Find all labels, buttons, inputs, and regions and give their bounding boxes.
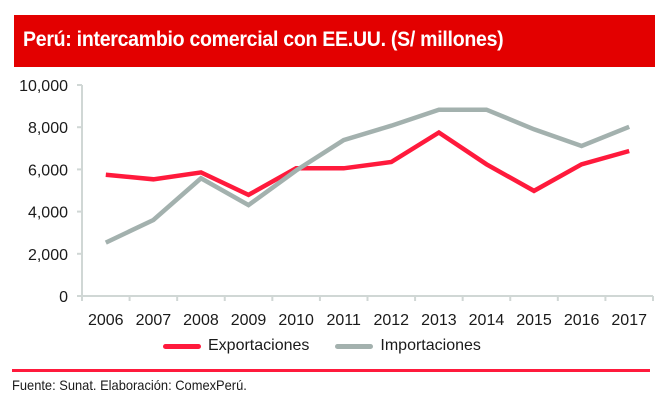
source-note: Fuente: Sunat. Elaboración: ComexPerú. [12,377,247,393]
x-tick-label: 2014 [469,312,505,329]
chart-title: Perú: intercambio comercial con EE.UU. (… [23,28,504,51]
legend-item-importaciones: Importaciones [335,337,481,355]
x-tick-label: 2007 [136,312,172,329]
x-tick-label: 2010 [278,312,314,329]
legend-item-exportaciones: Exportaciones [163,337,309,355]
y-tick-label: 2,000 [28,247,68,264]
x-tick-label: 2013 [421,312,457,329]
legend-label-exportaciones: Exportaciones [208,337,310,354]
x-tick-label: 2009 [231,312,267,329]
series-line-exportaciones [105,129,630,198]
x-tick-label: 2012 [373,312,409,329]
x-tick-label: 2006 [88,312,124,329]
legend-label-importaciones: Importaciones [380,337,481,354]
y-tick-label: 10,000 [19,78,68,95]
title-banner: Perú: intercambio comercial con EE.UU. (… [14,15,655,67]
y-tick-label: 0 [59,289,68,306]
footer-rule [12,369,650,372]
x-tick-label: 2008 [183,312,219,329]
y-tick-label: 8,000 [28,120,68,137]
x-tick-label: 2015 [516,312,552,329]
chart-legend: Exportaciones Importaciones [163,337,507,355]
x-tick-label: 2016 [564,312,600,329]
series-line-importaciones [104,107,631,245]
x-tick-label: 2017 [611,312,647,329]
x-tick-label: 2011 [327,312,362,329]
y-tick-label: 4,000 [28,205,68,222]
legend-swatch-exportaciones [163,343,201,349]
legend-swatch-importaciones [335,343,374,349]
y-tick-label: 6,000 [28,162,68,179]
